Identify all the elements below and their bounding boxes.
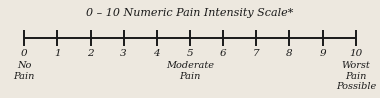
Text: 9: 9 — [319, 49, 326, 58]
Text: 6: 6 — [220, 49, 226, 58]
Text: 10: 10 — [349, 49, 363, 58]
Text: 5: 5 — [187, 49, 193, 58]
Text: 2: 2 — [87, 49, 94, 58]
Text: 1: 1 — [54, 49, 61, 58]
Text: 0: 0 — [21, 49, 27, 58]
Text: Worst
Pain
Possible: Worst Pain Possible — [336, 61, 376, 91]
Text: 0 – 10 Numeric Pain Intensity Scale*: 0 – 10 Numeric Pain Intensity Scale* — [86, 8, 294, 18]
Text: 3: 3 — [120, 49, 127, 58]
Text: 7: 7 — [253, 49, 260, 58]
Text: 8: 8 — [286, 49, 293, 58]
Text: Moderate
Pain: Moderate Pain — [166, 61, 214, 81]
Text: No
Pain: No Pain — [14, 61, 35, 81]
Text: 4: 4 — [154, 49, 160, 58]
